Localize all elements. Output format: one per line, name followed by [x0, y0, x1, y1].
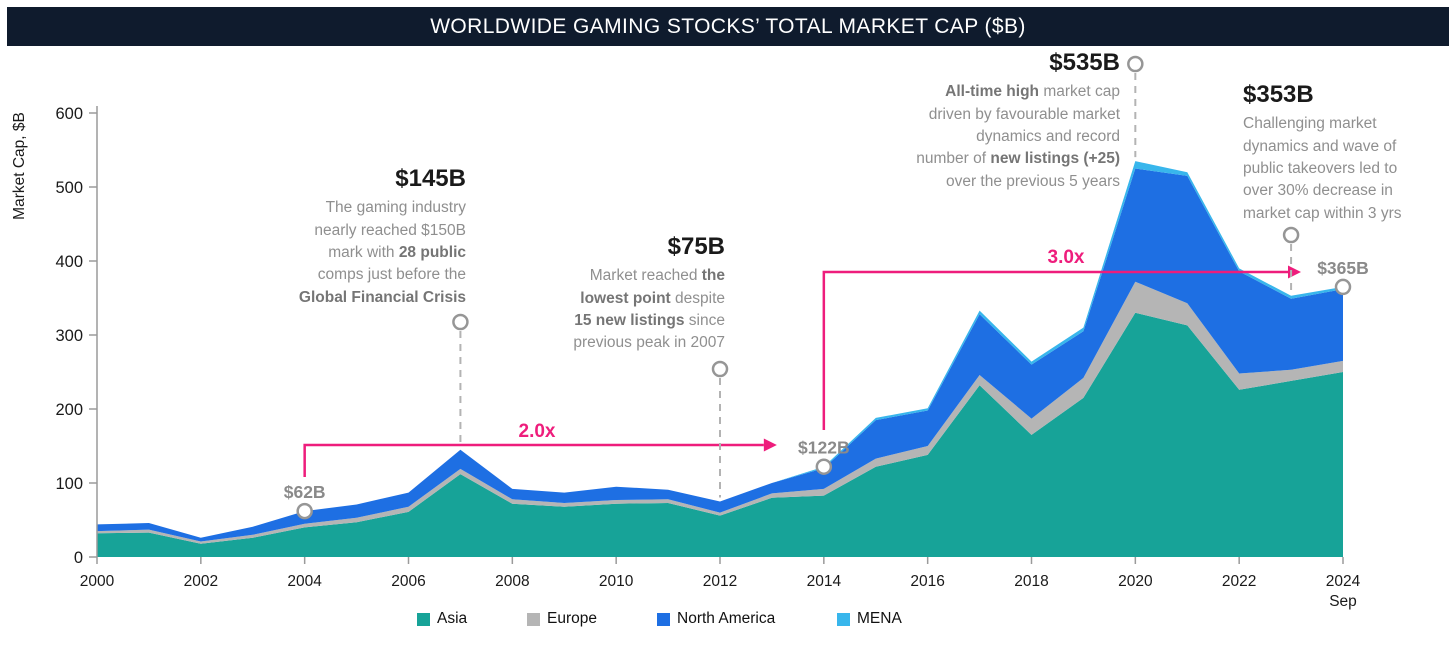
svg-text:Sep: Sep: [1329, 593, 1357, 610]
svg-text:$122B: $122B: [798, 438, 850, 458]
annotation-text: All-time high market cap driven by favour…: [916, 83, 1120, 190]
svg-text:200: 200: [55, 401, 83, 419]
annotation-2012-low: $75B Market reached the lowest point desp…: [545, 233, 725, 355]
legend-item-europe: Europe: [527, 610, 597, 628]
annotation-2020-high: $535B All-time high market cap driven by …: [898, 49, 1120, 193]
svg-text:2010: 2010: [599, 573, 634, 590]
svg-text:2000: 2000: [80, 573, 115, 590]
svg-text:3.0x: 3.0x: [1048, 247, 1085, 268]
legend-label: North America: [677, 610, 776, 627]
svg-text:0: 0: [74, 549, 83, 567]
annotation-2007-peak: $145B The gaming industry nearly reached …: [282, 165, 466, 309]
svg-text:2020: 2020: [1118, 573, 1153, 590]
annotation-heading: $75B: [667, 233, 725, 260]
stacked-area-chart: 0 100 200 300 400 500 600 Market Cap, $B 2000 200…: [11, 55, 1369, 610]
svg-text:2006: 2006: [391, 573, 425, 590]
annotation-heading: $145B: [395, 165, 466, 192]
svg-text:2022: 2022: [1222, 573, 1256, 590]
annotation-heading: $535B: [1049, 49, 1120, 76]
svg-text:$365B: $365B: [1317, 258, 1369, 278]
annotation-heading: $353B: [1243, 81, 1314, 108]
svg-text:500: 500: [55, 179, 83, 197]
svg-text:2012: 2012: [703, 573, 737, 590]
svg-text:$62B: $62B: [284, 482, 326, 502]
chart-area: 0 100 200 300 400 500 600 Market Cap, $B 2000 200…: [0, 46, 1456, 646]
svg-text:2014: 2014: [807, 573, 842, 590]
legend-item-north-america: North America: [657, 610, 775, 628]
svg-text:2016: 2016: [910, 573, 944, 590]
svg-text:2.0x: 2.0x: [519, 421, 556, 442]
svg-text:400: 400: [55, 253, 83, 271]
legend-item-mena: MENA: [837, 610, 902, 628]
legend-label: Europe: [547, 610, 597, 627]
annotation-text: Market reached the lowest point despite 15…: [573, 267, 725, 352]
svg-text:600: 600: [55, 105, 83, 123]
legend: Asia Europe North America MENA: [0, 610, 1456, 636]
svg-text:2004: 2004: [287, 573, 322, 590]
annotation-text: Challenging market dynamics and wave of pu…: [1243, 115, 1402, 222]
legend-label: Asia: [437, 610, 468, 627]
annotation-2023-decline: $353B Challenging market dynamics and wav…: [1243, 81, 1456, 225]
mena-swatch-icon: [837, 612, 850, 626]
legend-item-asia: Asia: [417, 610, 467, 628]
svg-text:2002: 2002: [184, 573, 218, 590]
annotation-text: The gaming industry nearly reached $150B m…: [298, 199, 466, 306]
svg-text:Market Cap, $B: Market Cap, $B: [11, 112, 28, 220]
svg-text:100: 100: [55, 475, 83, 493]
svg-text:2008: 2008: [495, 573, 529, 590]
svg-text:2024: 2024: [1326, 573, 1361, 590]
chart-title: WORLDWIDE GAMING STOCKS’ TOTAL MARKET CA…: [430, 14, 1026, 38]
asia-swatch-icon: [417, 612, 430, 626]
north-america-swatch-icon: [657, 612, 670, 626]
europe-swatch-icon: [527, 612, 540, 626]
svg-text:2018: 2018: [1014, 573, 1048, 590]
svg-text:300: 300: [55, 327, 83, 345]
legend-label: MENA: [857, 610, 902, 627]
chart-title-bar: WORLDWIDE GAMING STOCKS’ TOTAL MARKET CA…: [7, 7, 1449, 46]
